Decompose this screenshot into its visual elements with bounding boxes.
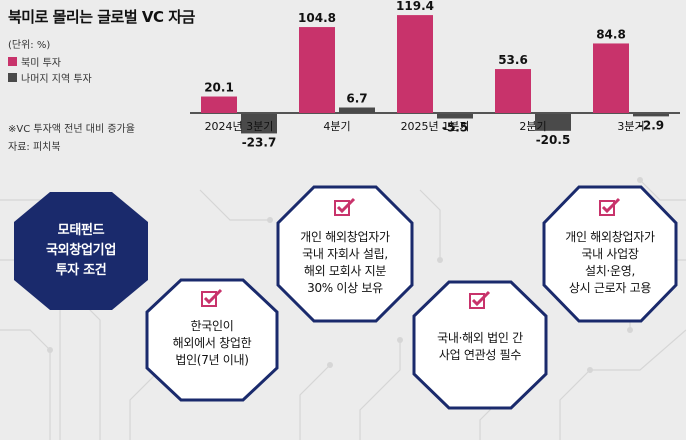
bar (437, 114, 473, 119)
x-tick-label: 2024년 3분기 (205, 120, 274, 133)
condition-text: 개인 해외창업자가 국내 사업장 설치·운영, 상시 근로자 고용 (565, 230, 655, 295)
data-label: 20.1 (204, 81, 234, 95)
bar (535, 114, 571, 131)
footnote: ※VC 투자액 전년 대비 증가율 (8, 124, 135, 135)
legend-label: 나머지 지역 투자 (21, 74, 92, 85)
chart-title: 북미로 몰리는 글로벌 VC 자금 (8, 8, 195, 26)
legend-swatch (8, 57, 17, 66)
unit-label: (단위: %) (8, 40, 51, 51)
legend-label: 북미 투자 (21, 58, 61, 69)
bar (593, 43, 629, 113)
bar (201, 96, 237, 113)
bar (397, 15, 433, 113)
data-label: -5.5 (442, 121, 468, 135)
bar (495, 69, 531, 113)
check-icon (599, 197, 621, 216)
data-label: -20.5 (536, 133, 571, 147)
data-label: 6.7 (346, 92, 367, 106)
data-label: -23.7 (242, 135, 277, 149)
bar-chart: 20.1 -23.7 2024년 3분기 104.8 6.7 4분기 119.4 -5.520… (190, 0, 680, 149)
x-tick-label: 2025년 1분기 (401, 120, 470, 133)
bar (633, 114, 669, 117)
condition-text: 국내·해외 법인 간 사업 연관성 필수 (437, 331, 523, 362)
check-icon (334, 197, 356, 216)
x-tick-label: 2분기 (519, 120, 546, 133)
check-icon (469, 290, 491, 309)
condition-item-4: 개인 해외창업자가 국내 사업장 설치·운영, 상시 근로자 고용 (542, 185, 678, 323)
check-icon (201, 288, 223, 307)
data-label: 104.8 (298, 11, 336, 25)
condition-item-1: 한국인이 해외에서 창업한 법인(7년 이내) (145, 278, 279, 402)
condition-text: 한국인이 해외에서 창업한 법인(7년 이내) (172, 319, 252, 367)
conditions-title-octagon: 모태펀드 국외창업기업 투자 조건 (14, 192, 148, 310)
data-label: 84.8 (596, 27, 626, 41)
legend-item-north-america: 북미 투자 (8, 54, 61, 69)
condition-item-3: 국내·해외 법인 간 사업 연관성 필수 (412, 280, 548, 410)
bar (241, 114, 277, 134)
condition-text: 개인 해외창업자가 국내 자회사 설립, 해외 모회사 지분 30% 이상 보유 (300, 230, 390, 295)
x-tick-label: 4분기 (323, 120, 350, 133)
x-tick-label: 3분기 (617, 120, 644, 133)
conditions-title: 모태펀드 국외창업기업 투자 조건 (46, 223, 116, 278)
legend-swatch (8, 73, 17, 82)
source-label: 자료: 피치북 (8, 142, 61, 153)
bar (299, 27, 335, 114)
data-label: -2.9 (638, 118, 664, 132)
data-label: 119.4 (396, 0, 434, 13)
data-label: 53.6 (498, 53, 528, 67)
condition-item-2: 개인 해외창업자가 국내 자회사 설립, 해외 모회사 지분 30% 이상 보유 (276, 185, 414, 323)
legend-item-other-regions: 나머지 지역 투자 (8, 70, 92, 85)
bar (339, 107, 375, 113)
